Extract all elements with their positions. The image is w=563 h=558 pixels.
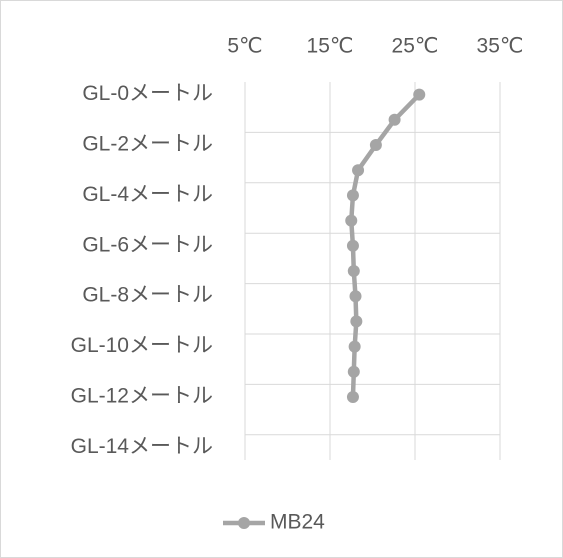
- x-tick-label: 15℃: [307, 35, 354, 58]
- data-point: [348, 340, 361, 353]
- y-tick-label: GL-2メートル: [82, 133, 213, 156]
- y-tick-label: GL-6メートル: [82, 233, 213, 256]
- legend-marker: [238, 517, 250, 529]
- y-tick-label: GL-0メートル: [82, 82, 213, 105]
- y-tick-label: GL-14メートル: [71, 435, 213, 458]
- data-point: [352, 164, 365, 177]
- y-tick-label: GL-4メートル: [82, 183, 213, 206]
- y-tick-label: GL-10メートル: [71, 334, 213, 357]
- data-point: [347, 265, 360, 277]
- data-point: [369, 139, 382, 151]
- data-point: [346, 189, 359, 202]
- y-tick-label: GL-8メートル: [82, 284, 213, 307]
- data-point: [346, 391, 359, 403]
- data-point: [345, 214, 358, 227]
- data-point: [413, 88, 426, 101]
- legend-label: MB24: [270, 511, 325, 534]
- x-tick-label: 35℃: [477, 35, 524, 58]
- y-tick-label: GL-12メートル: [71, 385, 213, 408]
- data-point: [349, 290, 362, 303]
- data-point: [388, 113, 401, 126]
- data-point: [346, 239, 359, 252]
- x-tick-label: 25℃: [392, 35, 439, 58]
- data-point: [347, 365, 360, 378]
- data-point: [350, 315, 363, 328]
- x-tick-label: 5℃: [227, 35, 262, 58]
